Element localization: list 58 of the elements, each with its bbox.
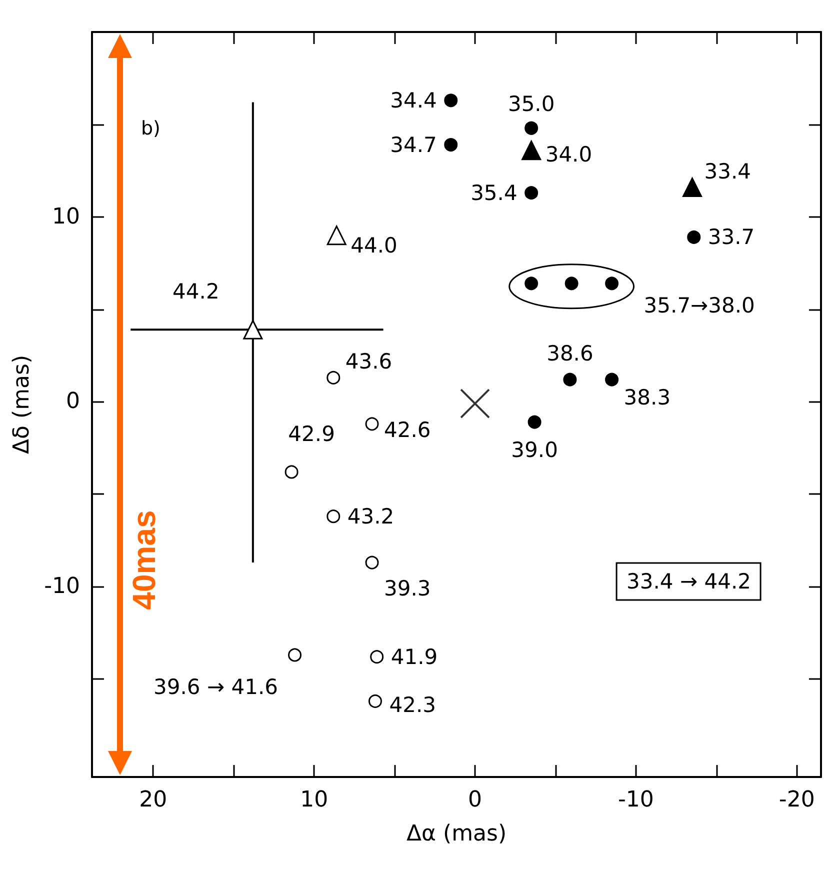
point — [326, 370, 340, 384]
point — [522, 140, 542, 160]
y-tick-label: 0 — [66, 389, 80, 414]
y-tick-label: -10 — [44, 574, 80, 600]
point — [563, 372, 577, 386]
annotation: 34.0 — [545, 142, 592, 166]
annotation: 34.4 — [390, 88, 437, 112]
point — [524, 186, 538, 200]
annotation: 38.3 — [624, 386, 671, 410]
point — [524, 121, 538, 135]
annotation: 35.4 — [470, 180, 518, 205]
point — [528, 415, 542, 429]
point — [564, 276, 578, 290]
annotation: 43.6 — [345, 350, 392, 374]
annotation: 43.2 — [347, 504, 394, 528]
annotation: 35.7→38.0 — [644, 293, 755, 318]
annotation: 44.0 — [350, 233, 398, 258]
point — [288, 648, 302, 662]
point — [460, 388, 490, 419]
annotation: 34.7 — [390, 132, 437, 157]
point — [524, 276, 538, 290]
point — [370, 650, 384, 664]
y-tick-label: 10 — [52, 204, 80, 230]
point — [326, 226, 346, 246]
annotation: 42.9 — [288, 422, 335, 446]
point — [365, 417, 379, 431]
point — [243, 320, 263, 340]
annotation: 35.0 — [508, 92, 555, 116]
x-tick-label: 10 — [300, 788, 328, 812]
annotation: 39.0 — [511, 438, 558, 462]
annotation: 42.3 — [389, 693, 436, 718]
annotation: b) — [141, 118, 160, 140]
annotation: 38.6 — [546, 342, 594, 366]
x-tick-label: -10 — [618, 788, 654, 812]
annotation: 41.9 — [390, 644, 438, 669]
point — [605, 372, 619, 386]
x-tick-label: 20 — [139, 788, 168, 812]
point — [444, 94, 458, 108]
annotation: 33.4 → 44.2 — [626, 570, 752, 594]
annotation: 44.2 — [172, 280, 220, 304]
point — [284, 465, 298, 479]
x-axis-title: Δα (mas) — [406, 822, 507, 846]
point — [368, 694, 382, 708]
annotation: 42.6 — [384, 418, 431, 442]
annotation: 33.4 — [704, 159, 752, 184]
point — [687, 230, 701, 244]
x-tick-label: -20 — [778, 788, 815, 812]
y-axis-title: Δδ (mas) — [10, 354, 35, 454]
point — [444, 138, 458, 152]
annotation: 40mas — [126, 510, 162, 610]
point — [682, 178, 702, 198]
point — [326, 510, 340, 524]
annotation: 39.3 — [384, 576, 431, 601]
x-tick-label: 0 — [468, 788, 482, 812]
annotation: 33.7 — [708, 225, 755, 250]
point — [365, 556, 379, 570]
annotation: 39.6 → 41.6 — [154, 674, 278, 699]
point — [605, 276, 619, 290]
